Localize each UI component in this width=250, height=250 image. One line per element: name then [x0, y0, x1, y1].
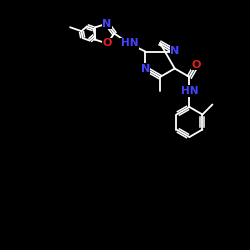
Text: N: N: [170, 46, 179, 56]
Text: O: O: [102, 38, 112, 48]
Text: O: O: [192, 60, 201, 70]
Text: HN: HN: [120, 38, 138, 48]
Text: HN: HN: [181, 86, 198, 96]
Text: N: N: [102, 18, 112, 28]
Text: N: N: [141, 64, 150, 74]
